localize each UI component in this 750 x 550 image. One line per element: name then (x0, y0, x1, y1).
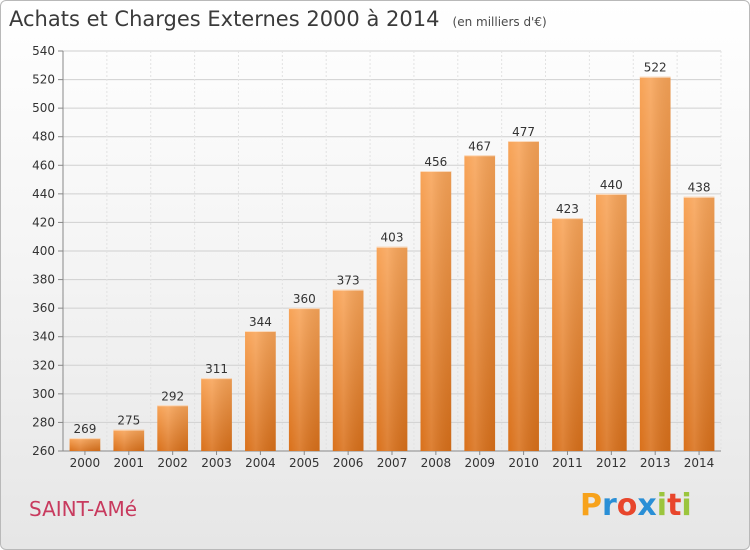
x-tick-label-2007: 2007 (377, 456, 408, 470)
x-tick-label-2004: 2004 (245, 456, 276, 470)
bar-shine-2006 (332, 289, 364, 451)
chart-title-text: Achats et Charges Externes 2000 à 2014 (9, 7, 440, 31)
bar-shine-2011 (552, 218, 583, 451)
bar-shine-2010 (508, 141, 539, 451)
x-tick-label-2005: 2005 (289, 456, 320, 470)
bar-shine-2002 (157, 405, 189, 451)
x-tick-label-2012: 2012 (596, 456, 627, 470)
brand-letter: o (616, 488, 638, 523)
data-label-2009: 467 (468, 139, 491, 153)
chart-subtitle: (en milliers d'€) (452, 15, 547, 29)
brand-letter: r (602, 488, 617, 523)
bar-shine-2012 (595, 193, 627, 451)
y-tick-label: 380 (32, 273, 55, 287)
y-tick-label: 400 (32, 244, 55, 258)
bar-shine-2007 (376, 246, 408, 451)
y-tick-label: 340 (32, 330, 55, 344)
data-label-2005: 360 (293, 292, 316, 306)
y-tick-label: 260 (32, 444, 55, 458)
data-label-2006: 373 (337, 274, 360, 288)
x-tick-label-2013: 2013 (640, 456, 671, 470)
data-label-2000: 269 (73, 422, 96, 436)
data-label-2011: 423 (556, 202, 579, 216)
x-tick-label-2014: 2014 (684, 456, 715, 470)
y-tick-label: 540 (32, 44, 55, 58)
bar-shine-2008 (420, 171, 452, 451)
x-tick-label-2008: 2008 (421, 456, 452, 470)
data-label-2007: 403 (381, 231, 404, 245)
x-tick-label-2003: 2003 (201, 456, 232, 470)
y-tick-label: 520 (32, 73, 55, 87)
axes: 260 280 300 320 340 360 380 400 420 440 460 480 500 5… (32, 44, 721, 470)
bars (69, 76, 715, 452)
brand-letter: i (656, 488, 668, 523)
place-name: SAINT-AMé (29, 497, 138, 521)
brand-logo: Proxiti (580, 488, 692, 523)
data-label-2014: 438 (688, 181, 711, 195)
bar-shine-2013 (639, 76, 671, 451)
data-label-2002: 292 (161, 389, 184, 403)
x-tick-label-2001: 2001 (114, 456, 145, 470)
chart-title: Achats et Charges Externes 2000 à 2014 (… (9, 7, 547, 31)
brand-letter: P (580, 488, 602, 523)
bar-shine-2005 (288, 308, 320, 451)
brand-letter: t (667, 488, 682, 523)
y-tick-label: 360 (32, 301, 55, 315)
x-tick-label-2000: 2000 (70, 456, 101, 470)
data-label-2001: 275 (117, 414, 140, 428)
bar-shine-2009 (464, 155, 496, 452)
bar-shine-2001 (113, 429, 145, 451)
data-label-2010: 477 (512, 125, 535, 139)
brand-letter: i (681, 488, 692, 523)
y-tick-label: 480 (32, 130, 55, 144)
bar-shine-2004 (245, 331, 276, 451)
data-labels: 269 275 292 311 344 360 373 403 456 467 477 423 440 5… (73, 61, 710, 436)
brand-letter: x (637, 488, 657, 523)
data-label-2013: 522 (644, 61, 667, 75)
x-tick-label-2006: 2006 (333, 456, 364, 470)
bar-shine-2003 (201, 378, 232, 451)
bar-shine-2000 (69, 438, 101, 451)
y-tick-label: 280 (32, 415, 55, 429)
data-label-2012: 440 (600, 178, 623, 192)
data-label-2008: 456 (424, 155, 447, 169)
y-tick-label: 440 (32, 187, 55, 201)
y-tick-label: 300 (32, 387, 55, 401)
y-tick-label: 320 (32, 358, 55, 372)
bar-shine-2014 (683, 196, 715, 451)
x-tick-label-2010: 2010 (508, 456, 539, 470)
y-tick-label: 500 (32, 101, 55, 115)
y-tick-label: 420 (32, 215, 55, 229)
x-tick-label-2009: 2009 (464, 456, 495, 470)
data-label-2004: 344 (249, 315, 272, 329)
data-label-2003: 311 (205, 362, 228, 376)
y-tick-label: 460 (32, 158, 55, 172)
x-tick-label-2002: 2002 (157, 456, 188, 470)
x-tick-label-2011: 2011 (552, 456, 583, 470)
